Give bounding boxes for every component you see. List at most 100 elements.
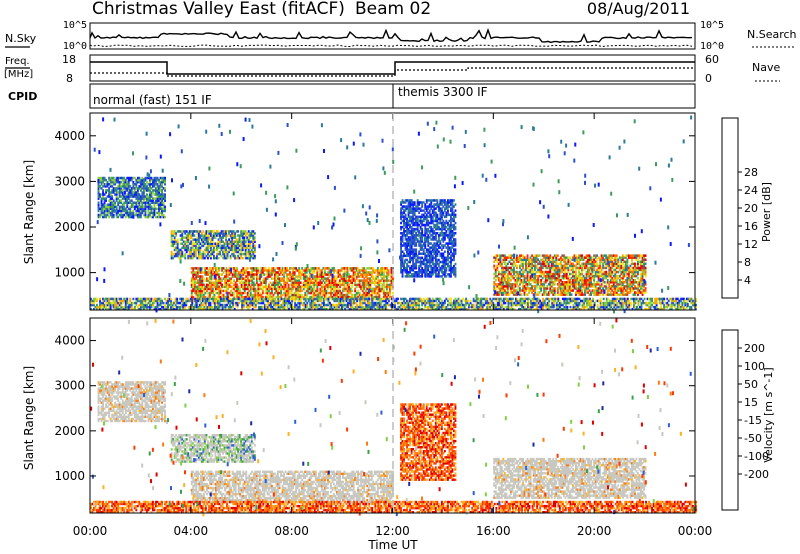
- heatmap-cell: [596, 281, 599, 284]
- heatmap-cell: [302, 285, 305, 289]
- heatmap-cell: [445, 260, 448, 264]
- heatmap-cell: [331, 281, 334, 284]
- heatmap-cell: [546, 256, 549, 259]
- heatmap-cell: [222, 240, 224, 243]
- heatmap-cell: [129, 199, 132, 202]
- heatmap-cell: [188, 248, 191, 252]
- heatmap-cell: [130, 193, 133, 196]
- heatmap-cell: [201, 291, 204, 295]
- heatmap-cell: [286, 279, 288, 282]
- heatmap-cell: [211, 248, 214, 252]
- heatmap-cell: [197, 254, 200, 258]
- heatmap-cell: [540, 285, 543, 288]
- heatmap-cell: [511, 291, 514, 294]
- heatmap-cell: [526, 272, 529, 276]
- heatmap-cell: [333, 281, 335, 284]
- heatmap-cell: [196, 232, 199, 235]
- heatmap-cell: [614, 276, 617, 280]
- heatmap-cell: [219, 273, 222, 276]
- heatmap-cell: [103, 213, 106, 217]
- heatmap-cell: [268, 293, 270, 297]
- heatmap-cell: [440, 199, 443, 202]
- heatmap-cell: [302, 275, 305, 278]
- heatmap-cell: [251, 283, 254, 287]
- heatmap-cell: [567, 256, 570, 259]
- heatmap-cell: [158, 209, 160, 213]
- heatmap-cell: [352, 273, 355, 276]
- heatmap-cell: [164, 183, 166, 186]
- heatmap-cell: [194, 238, 197, 241]
- heatmap-cell: [322, 289, 325, 293]
- heatmap-cell: [361, 275, 364, 278]
- heatmap-cell: [129, 178, 132, 182]
- heatmap-cell: [357, 273, 360, 276]
- heatmap-cell: [519, 287, 521, 290]
- heatmap-cell: [519, 266, 521, 270]
- heatmap-cell: [307, 283, 310, 287]
- heatmap-cell: [404, 223, 407, 227]
- heatmap-cell: [437, 205, 440, 208]
- heatmap-cell: [133, 189, 136, 192]
- heatmap-cell: [192, 277, 195, 280]
- heatmap-cell: [164, 187, 166, 190]
- heatmap-cell: [418, 244, 421, 247]
- heatmap-cell: [322, 277, 325, 280]
- heatmap-cell: [97, 195, 100, 198]
- heatmap-cell: [618, 279, 621, 282]
- heatmap-cell: [511, 258, 514, 261]
- heatmap-cell: [190, 271, 193, 274]
- heatmap-cell: [130, 211, 133, 215]
- heatmap-cell: [246, 295, 249, 299]
- heatmap-cell: [403, 242, 405, 245]
- heatmap-cell: [138, 195, 141, 198]
- heatmap-cell: [597, 281, 600, 284]
- heatmap-cell: [227, 269, 229, 272]
- heatmap-cell: [552, 276, 555, 280]
- heatmap-cell: [247, 242, 250, 245]
- heatmap-cell: [247, 234, 250, 237]
- heatmap-cell: [226, 234, 229, 237]
- heatmap-cell: [565, 276, 568, 280]
- heatmap-cell: [188, 256, 191, 260]
- heatmap-cell: [339, 269, 341, 272]
- heatmap-cell: [603, 260, 606, 263]
- heatmap-cell: [407, 227, 410, 231]
- heatmap-cell: [431, 232, 434, 235]
- heatmap-cell: [129, 191, 132, 194]
- heatmap-cell: [434, 264, 437, 268]
- heatmap-cell: [418, 252, 421, 255]
- heatmap-cell: [450, 223, 452, 227]
- heatmap-cell: [283, 275, 285, 278]
- heatmap-cell: [564, 268, 567, 272]
- heatmap-cell: [569, 256, 571, 259]
- heatmap-cell: [287, 273, 290, 276]
- heatmap-cell: [97, 191, 100, 194]
- heatmap-cell: [268, 275, 270, 278]
- heatmap-cell: [416, 205, 419, 208]
- heatmap-cell: [508, 285, 511, 288]
- heatmap-cell: [591, 274, 594, 278]
- heatmap-cell: [531, 287, 533, 290]
- heatmap-cell: [450, 273, 452, 276]
- heatmap-cell: [378, 283, 381, 287]
- heatmap-cell: [585, 272, 588, 276]
- heatmap-cell: [232, 246, 235, 250]
- heatmap-cell: [538, 254, 541, 257]
- heatmap-cell: [415, 242, 418, 245]
- heatmap-cell: [599, 293, 602, 296]
- heatmap-cell: [569, 272, 571, 276]
- heatmap-cell: [439, 207, 442, 210]
- heatmap-cell: [283, 267, 285, 270]
- heatmap-cell: [293, 281, 296, 284]
- heatmap-cell: [558, 272, 561, 276]
- heatmap-cell: [407, 236, 410, 239]
- heatmap-cell: [588, 274, 591, 278]
- heatmap-cell: [144, 205, 147, 209]
- heatmap-cell: [286, 281, 288, 284]
- heatmap-cell: [126, 183, 129, 186]
- heatmap-cell: [327, 279, 329, 282]
- heatmap-cell: [376, 277, 379, 280]
- heatmap-cell: [520, 281, 523, 284]
- heatmap-cell: [406, 219, 408, 223]
- heatmap-cell: [431, 230, 434, 233]
